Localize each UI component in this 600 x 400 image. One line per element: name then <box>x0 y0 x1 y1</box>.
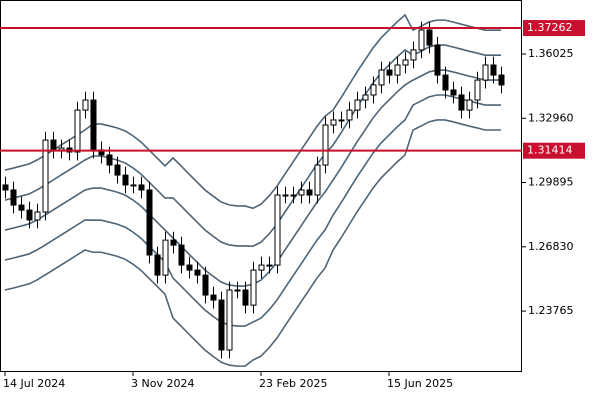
candle-body <box>178 244 185 266</box>
x-tick-label: 23 Feb 2025 <box>259 377 327 390</box>
candle-body <box>18 204 25 211</box>
candle-body <box>26 209 33 221</box>
candle-body <box>450 89 457 96</box>
level-label-box <box>523 142 585 159</box>
candle-body <box>170 239 177 246</box>
candle-body <box>210 294 217 301</box>
candle-body <box>250 269 257 306</box>
candle-body <box>82 99 89 111</box>
candle-body <box>42 139 49 213</box>
candle-body <box>482 64 489 81</box>
candle-body <box>330 119 337 126</box>
candle-body <box>138 184 145 191</box>
candle-body <box>146 189 153 256</box>
candle-body <box>370 84 377 96</box>
level-label-box <box>523 20 585 37</box>
candle-body <box>402 59 409 66</box>
candle-body <box>322 124 329 166</box>
candle-body <box>298 189 305 196</box>
candle-body <box>378 69 385 86</box>
band-line <box>4 119 501 367</box>
y-tick-label: 1.23765 <box>528 304 574 317</box>
candle-body <box>234 289 241 292</box>
candle-body <box>242 289 249 306</box>
candle-body <box>466 99 473 111</box>
candle-body <box>274 194 281 266</box>
candle-body <box>266 264 273 267</box>
candle-body <box>258 264 265 271</box>
candle-body <box>426 29 433 46</box>
candle-body <box>418 29 425 51</box>
candle-body <box>434 44 441 76</box>
candle-body <box>162 239 169 276</box>
candle-body <box>122 174 129 186</box>
candle-body <box>442 74 449 91</box>
candle-body <box>114 164 121 176</box>
candle-body <box>2 184 9 191</box>
candle-body <box>130 184 137 187</box>
band-line <box>4 94 501 327</box>
candle-body <box>154 254 161 276</box>
candle-body <box>34 211 41 221</box>
y-tick-label: 1.29895 <box>528 176 574 189</box>
candle-body <box>58 147 65 151</box>
candle-body <box>490 64 497 76</box>
candle-body <box>338 119 345 122</box>
candle-body <box>194 269 201 276</box>
candle-body <box>218 299 225 351</box>
candle-body <box>290 194 297 197</box>
x-tick-label: 3 Nov 2024 <box>131 377 194 390</box>
level-label: 1.37262 <box>527 21 573 34</box>
level-label: 1.31414 <box>527 144 573 157</box>
candle-body <box>90 99 97 151</box>
candle-body <box>346 109 353 121</box>
candle-body <box>106 154 113 166</box>
candle-body <box>202 274 209 296</box>
band-line <box>4 44 501 247</box>
candle-body <box>354 99 361 111</box>
candle-body <box>362 94 369 101</box>
candle-body <box>306 189 313 196</box>
candle-body <box>314 164 321 196</box>
candle-body <box>458 94 465 111</box>
y-tick-label: 1.36025 <box>528 47 574 60</box>
candle-body <box>186 264 193 271</box>
candle-body <box>282 194 289 197</box>
candle-body <box>74 109 81 153</box>
candle-body <box>50 139 57 151</box>
candle-body <box>410 49 417 61</box>
candle-body <box>386 69 393 76</box>
candle-body <box>498 74 505 86</box>
candle-body <box>226 289 233 351</box>
plot-frame <box>0 0 522 372</box>
candle-body <box>474 79 481 101</box>
x-tick-label: 14 Jul 2024 <box>3 377 65 390</box>
x-tick-label: 15 Jun 2025 <box>387 377 453 390</box>
candle-body <box>394 64 401 76</box>
candle-body <box>10 189 17 206</box>
y-tick-label: 1.26830 <box>528 240 574 253</box>
y-tick-label: 1.32960 <box>528 111 574 124</box>
